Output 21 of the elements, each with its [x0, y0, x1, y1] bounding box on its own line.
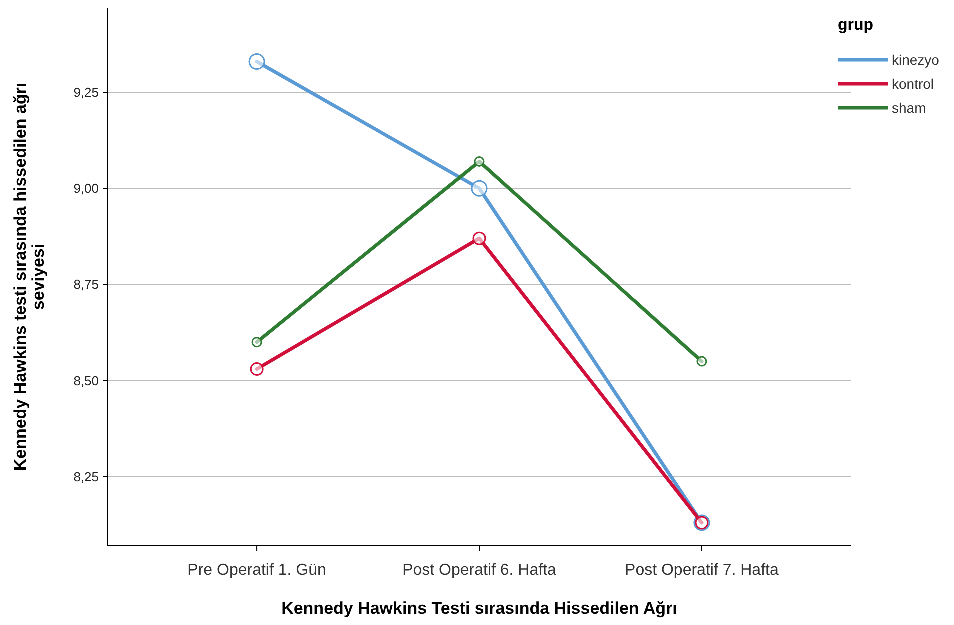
point [472, 232, 486, 246]
x-tick-label: Post Operatif 6. Hafta [402, 562, 557, 579]
y-tick-label: 8,50 [74, 373, 99, 388]
point [252, 337, 262, 348]
point [474, 156, 485, 167]
y-tick-label: 9,25 [74, 85, 99, 100]
y-tick-label: 8,25 [74, 469, 99, 484]
legend-title: grup [838, 17, 874, 34]
y-tick-label: 8,75 [74, 277, 99, 292]
y-axis-title: Kennedy Hawkins testi sırasında hissedilen ağrı seviyesi [11, 82, 48, 472]
x-tick-label: Pre Operatif 1. Gün [188, 562, 326, 579]
point [696, 356, 708, 367]
point [250, 362, 264, 376]
x-axis-title: Kennedy Hawkins Testi sırasında Hissedilen Ağrı [282, 599, 678, 618]
legend-label: sham [892, 100, 926, 116]
point [471, 180, 488, 197]
y-tick-label: 9,00 [74, 181, 99, 196]
x-tick-label: Post Operatif 7. Hafta [625, 562, 779, 579]
legend-label: kontrol [892, 76, 934, 92]
point [248, 54, 266, 70]
legend-label: kinezyo [892, 52, 940, 68]
